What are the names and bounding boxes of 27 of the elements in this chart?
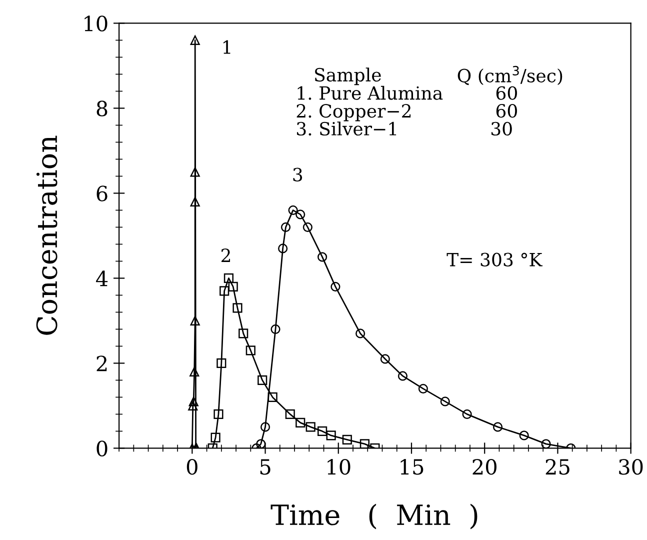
x-tick-label: 30 bbox=[619, 458, 643, 475]
annotation: 3. Silver−1 bbox=[296, 122, 396, 136]
y-tick-label: 4 bbox=[96, 270, 108, 286]
y-tick-label: 2 bbox=[96, 356, 107, 372]
annotation: 3 bbox=[293, 168, 302, 182]
x-tick-label: 20 bbox=[472, 458, 496, 475]
y-tick-label: 0 bbox=[96, 440, 108, 456]
annotation: 30 bbox=[491, 122, 512, 136]
annotation: 60 bbox=[496, 104, 517, 118]
y-axis-title: Concentration bbox=[36, 136, 58, 335]
x-tick-label: 0 bbox=[186, 458, 198, 475]
annotation: 1. Pure Alumina bbox=[298, 86, 443, 100]
annotation: 60 bbox=[496, 86, 517, 100]
annotation: 2 bbox=[221, 248, 230, 262]
y-tick-label: 8 bbox=[96, 100, 108, 116]
annotation: 2. Copper−2 bbox=[296, 104, 411, 122]
annotation: Sample bbox=[315, 68, 381, 86]
y-tick-label: 10 bbox=[84, 16, 108, 32]
annotation: Q (cm$^{3}$/sec) bbox=[458, 66, 562, 86]
x-axis-title: Time ( Min ) bbox=[270, 504, 478, 530]
annotation: 1 bbox=[223, 40, 230, 54]
x-tick-label: 25 bbox=[546, 458, 570, 475]
x-tick-label: 5 bbox=[260, 459, 270, 475]
annotation: T= 303 °K bbox=[446, 252, 542, 266]
y-tick-label: 6 bbox=[96, 186, 108, 202]
x-tick-label: 15 bbox=[400, 458, 424, 475]
x-tick-label: 10 bbox=[328, 458, 350, 475]
